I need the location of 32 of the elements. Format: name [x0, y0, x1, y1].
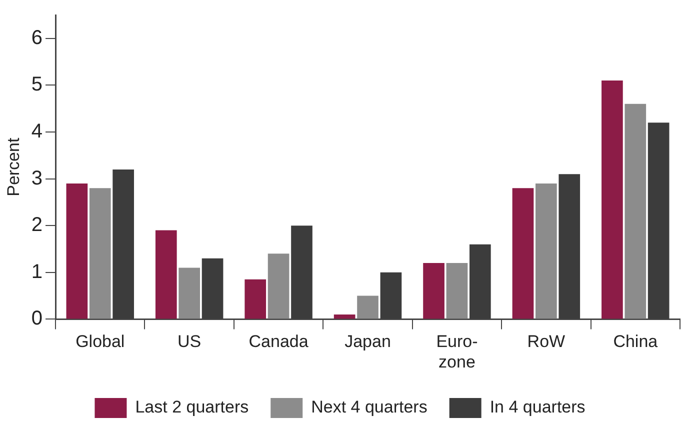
y-tick-label: 5: [31, 74, 43, 96]
y-tick-label: 1: [31, 260, 43, 283]
bar: [66, 183, 88, 319]
bar: [334, 314, 356, 319]
bar: [536, 183, 557, 319]
x-tick-label: Japan: [344, 332, 391, 352]
y-tick-label: 2: [31, 214, 43, 236]
x-tick-label: RoW: [527, 332, 566, 352]
bar: [268, 254, 290, 319]
x-tick-label: Euro- zone: [436, 332, 478, 372]
bar: [155, 230, 177, 319]
bar: [244, 279, 266, 319]
y-tick-label: 4: [31, 120, 43, 143]
legend-label: Last 2 quarters: [135, 398, 249, 417]
x-tick-label: China: [613, 332, 658, 352]
bar: [178, 268, 200, 319]
y-tick-label: 3: [31, 167, 43, 190]
bar: [446, 263, 468, 319]
bar: [602, 80, 623, 319]
legend-label: Next 4 quarters: [311, 398, 428, 417]
y-tick-label: 0: [31, 308, 43, 330]
bar: [89, 188, 111, 319]
x-tick-label: US: [178, 332, 202, 352]
bar: [512, 188, 534, 319]
y-axis-title: Percent: [4, 138, 23, 196]
legend-label: In 4 quarters: [490, 398, 586, 417]
x-tick-label: Global: [76, 332, 125, 352]
bar: [357, 296, 378, 319]
x-tick-label: Canada: [248, 332, 309, 352]
bar: [624, 104, 646, 319]
bar: [423, 263, 444, 319]
y-tick-label: 6: [31, 26, 43, 49]
